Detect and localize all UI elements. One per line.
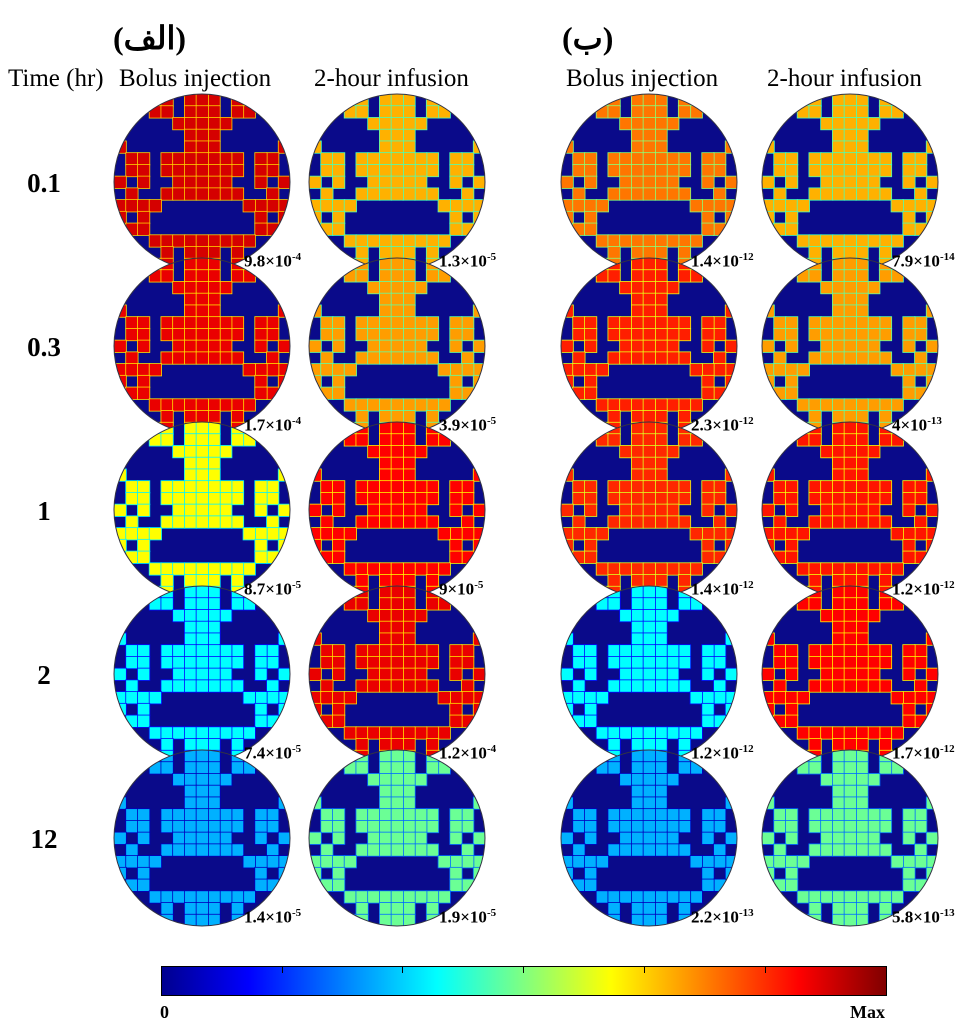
max-value-r4-c3: 5.8×10-13: [892, 907, 955, 927]
max-value-r2-c0: 8.7×10-5: [244, 579, 302, 599]
concentration-disc-r0-c3: [761, 93, 939, 271]
max-value-r4-c2: 2.2×10-13: [691, 907, 754, 927]
concentration-disc-r2-c2: [560, 421, 738, 599]
concentration-disc-r2-c0: [113, 421, 291, 599]
time-label-3: 2: [37, 660, 51, 690]
colorbar-max-label: Max: [850, 1002, 885, 1022]
max-value-r2-c2: 1.4×10-12: [691, 579, 754, 599]
max-value-r3-c2: 1.2×10-12: [691, 743, 754, 763]
time-label-2: 1: [37, 496, 51, 526]
col-header-a-bolus: Bolus injection: [119, 65, 272, 92]
concentration-disc-r0-c0: [113, 93, 291, 271]
concentration-disc-r1-c2: [560, 257, 738, 435]
concentration-disc-r0-c2: [560, 93, 738, 271]
max-value-r0-c1: 1.3×10-5: [439, 251, 497, 271]
max-value-r3-c3: 1.7×10-12: [892, 743, 955, 763]
max-value-r0-c2: 1.4×10-12: [691, 251, 754, 271]
concentration-disc-r1-c1: [308, 257, 486, 435]
concentration-disc-r1-c0: [113, 257, 291, 435]
max-value-r3-c0: 7.4×10-5: [244, 743, 302, 763]
max-value-r2-c3: 1.2×10-12: [892, 579, 955, 599]
col-header-b-infusion: 2-hour infusion: [767, 65, 922, 92]
panel-label-b: (ب): [562, 20, 614, 56]
col-header-a-infusion: 2-hour infusion: [314, 65, 469, 92]
time-header: Time (hr): [8, 65, 104, 92]
colorbar: [161, 966, 887, 996]
concentration-disc-r2-c3: [761, 421, 939, 599]
time-label-1: 0.3: [27, 332, 61, 362]
time-label-0: 0.1: [27, 168, 61, 198]
concentration-disc-r1-c3: [761, 257, 939, 435]
max-value-r1-c1: 3.9×10-5: [439, 415, 497, 435]
max-value-r2-c1: 9×10-5: [439, 579, 484, 599]
concentration-disc-r3-c2: [560, 585, 738, 763]
max-value-r4-c0: 1.4×10-5: [244, 907, 302, 927]
panel-label-a: (الف): [113, 20, 187, 56]
max-value-r1-c3: 4×10-13: [892, 415, 942, 435]
concentration-disc-r4-c2: [560, 749, 738, 927]
max-value-r3-c1: 1.2×10-4: [439, 743, 497, 763]
concentration-disc-r4-c3: [761, 749, 939, 927]
concentration-disc-r3-c1: [308, 585, 486, 763]
concentration-disc-r2-c1: [308, 421, 486, 599]
max-value-r4-c1: 1.9×10-5: [439, 907, 497, 927]
time-label-4: 12: [30, 824, 58, 854]
concentration-disc-r4-c0: [113, 749, 291, 927]
concentration-disc-r0-c1: [308, 93, 486, 271]
concentration-disc-r3-c3: [761, 585, 939, 763]
col-header-b-bolus: Bolus injection: [566, 65, 719, 92]
max-value-r0-c3: 7.9×10-14: [892, 251, 955, 271]
concentration-disc-r3-c0: [113, 585, 291, 763]
max-value-r1-c0: 1.7×10-4: [244, 415, 302, 435]
max-value-r0-c0: 9.8×10-4: [244, 251, 302, 271]
max-value-r1-c2: 2.3×10-12: [691, 415, 754, 435]
colorbar-min-label: 0: [160, 1002, 169, 1022]
concentration-disc-r4-c1: [308, 749, 486, 927]
